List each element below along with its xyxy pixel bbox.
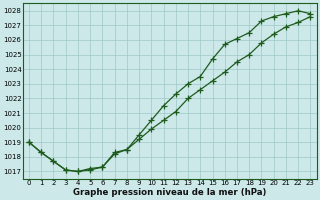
X-axis label: Graphe pression niveau de la mer (hPa): Graphe pression niveau de la mer (hPa) <box>73 188 266 197</box>
